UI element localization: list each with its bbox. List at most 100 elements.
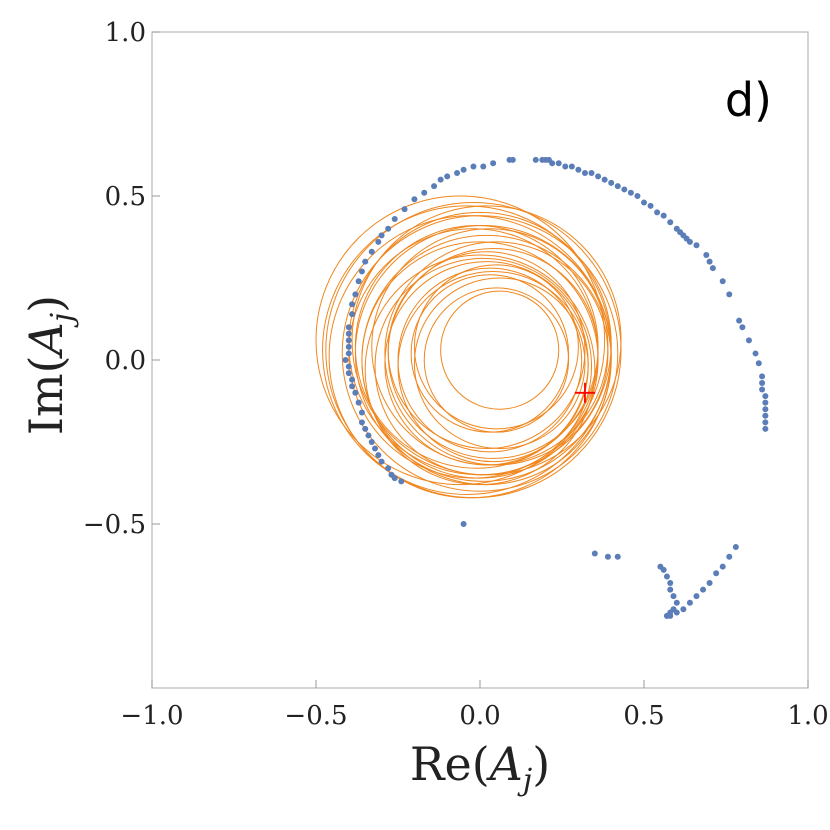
data-point (667, 609, 674, 616)
data-point (365, 432, 372, 439)
data-point (391, 475, 398, 482)
trajectory-circle (423, 287, 570, 433)
data-point (719, 563, 726, 570)
trajectory-circle (410, 274, 570, 433)
trajectory-circle (413, 277, 586, 450)
data-point (349, 383, 356, 390)
data-point (345, 343, 352, 350)
data-point (739, 324, 746, 331)
data-point (375, 238, 382, 245)
data-point (732, 543, 739, 550)
data-point (349, 311, 356, 318)
data-point (660, 566, 667, 573)
data-point (532, 156, 539, 163)
data-point (355, 399, 362, 406)
data-point (634, 193, 641, 199)
data-point (391, 215, 398, 222)
data-point (755, 360, 762, 367)
data-point (663, 573, 670, 580)
data-point (345, 337, 352, 344)
x-axis-label-part: A (486, 737, 523, 791)
data-point (726, 291, 733, 298)
data-point (362, 425, 369, 432)
y-axis-label-part: Im( (19, 355, 73, 435)
data-point (654, 209, 661, 216)
data-point (762, 412, 769, 419)
data-point (660, 212, 667, 219)
data-point (673, 599, 680, 606)
data-point (385, 225, 392, 232)
data-point (368, 248, 375, 255)
data-point (667, 586, 674, 593)
data-point (680, 606, 687, 613)
data-point (349, 301, 356, 308)
trajectory-circle (413, 264, 579, 430)
data-point (375, 452, 382, 459)
data-point (342, 357, 349, 363)
data-point (352, 291, 359, 298)
data-point (709, 265, 716, 272)
data-point (706, 258, 713, 265)
data-point (706, 580, 713, 587)
data-point (460, 521, 467, 527)
panel-label: d) (725, 73, 772, 127)
data-point (641, 199, 647, 206)
x-tick-label: 1.0 (787, 701, 828, 731)
data-point (358, 419, 365, 426)
trajectory-circle (322, 205, 612, 495)
data-point (591, 550, 598, 557)
trajectory-circle (364, 254, 596, 486)
data-point (575, 166, 582, 173)
data-point (470, 163, 477, 170)
y-tick-label: 0.0 (105, 346, 146, 376)
data-point (385, 465, 392, 472)
data-point (421, 189, 428, 196)
data-point (713, 570, 720, 577)
y-tick-label: 1.0 (105, 18, 146, 48)
data-point (568, 163, 575, 170)
data-point (588, 170, 595, 177)
y-axis-label: Im(Aj) (19, 295, 80, 435)
data-point (614, 183, 621, 190)
data-point (647, 202, 654, 209)
trajectory-circle (387, 251, 586, 450)
data-point (562, 163, 569, 170)
data-point (378, 232, 385, 239)
data-point (601, 176, 608, 183)
x-axis-label: Re(Aj) (410, 737, 550, 798)
y-axis-label-part: A (19, 322, 73, 359)
data-point (345, 324, 352, 331)
y-tick-label: 0.5 (105, 182, 146, 212)
data-point (444, 173, 451, 180)
data-point (719, 278, 726, 285)
data-point (726, 553, 733, 560)
data-point (480, 163, 487, 170)
data-point (759, 386, 766, 393)
data-point (627, 189, 634, 196)
x-tick-label: −1.0 (120, 701, 183, 731)
data-point (401, 206, 408, 213)
trajectory-circle (315, 195, 606, 486)
data-point (621, 186, 628, 193)
trajectory-circle (361, 241, 599, 479)
trajectory-circle (397, 267, 583, 453)
data-point (358, 409, 365, 416)
data-point (460, 166, 467, 173)
data-point (670, 593, 677, 600)
data-point (759, 373, 766, 380)
data-point (349, 376, 356, 383)
data-point (454, 170, 461, 177)
data-point (667, 580, 674, 587)
data-point (752, 350, 759, 357)
x-axis-label-part: ) (532, 737, 550, 791)
data-point (762, 399, 769, 406)
trajectory-circle (440, 290, 560, 410)
data-point (700, 586, 707, 593)
data-point (509, 156, 516, 163)
x-tick-label: −0.5 (284, 701, 347, 731)
y-axis-label-part: ) (19, 295, 73, 313)
data-point (555, 160, 562, 167)
data-point (693, 593, 700, 600)
data-point (378, 458, 385, 465)
